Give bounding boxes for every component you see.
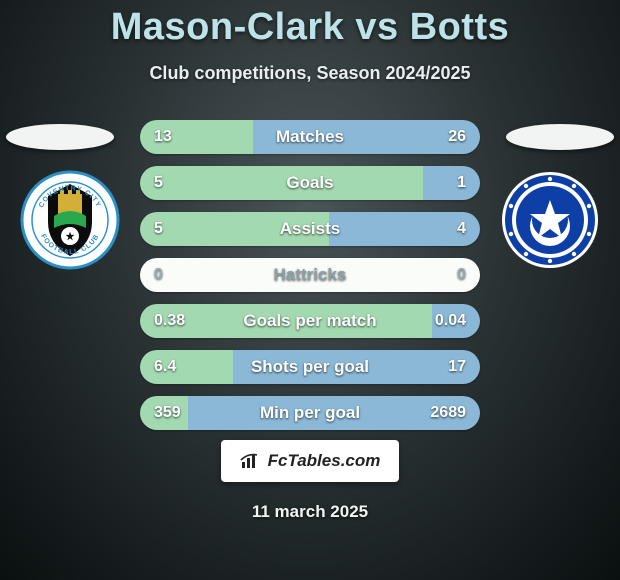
stat-bar: Min per goal3592689 xyxy=(140,396,480,430)
stat-value-right: 26 xyxy=(448,128,466,146)
player-label-left xyxy=(6,124,114,150)
stat-bar: Hattricks00 xyxy=(140,258,480,292)
comparison-title: Mason-Clark vs Botts xyxy=(0,0,620,49)
club-crest-left: COVENTRY CITY FOOTBALL CLUB xyxy=(20,170,120,270)
stat-bar: Goals per match0.380.04 xyxy=(140,304,480,338)
stat-value-right: 0.04 xyxy=(435,312,466,330)
stat-bar: Goals51 xyxy=(140,166,480,200)
comparison-bars: Matches1326Goals51Assists54Hattricks00Go… xyxy=(140,120,480,442)
stat-value-left: 5 xyxy=(154,220,163,238)
comparison-subtitle: Club competitions, Season 2024/2025 xyxy=(0,63,620,84)
stat-bar-left-seg xyxy=(140,258,310,292)
stat-bar-right-seg xyxy=(233,350,480,384)
stat-value-right: 2689 xyxy=(430,404,466,422)
brand-text: FcTables.com xyxy=(268,451,381,471)
brand-badge: FcTables.com xyxy=(221,440,399,482)
stat-value-left: 0.38 xyxy=(154,312,185,330)
stat-bar: Matches1326 xyxy=(140,120,480,154)
club-crest-right xyxy=(500,170,600,270)
stat-bar: Shots per goal6.417 xyxy=(140,350,480,384)
stat-bar-right-seg xyxy=(423,166,480,200)
stat-bar-left-seg xyxy=(140,166,423,200)
stat-value-left: 359 xyxy=(154,404,181,422)
stat-value-right: 1 xyxy=(457,174,466,192)
stat-value-left: 5 xyxy=(154,174,163,192)
chart-icon xyxy=(240,452,262,470)
footer-date: 11 march 2025 xyxy=(0,502,620,522)
stat-bar-right-seg xyxy=(253,120,480,154)
stat-bar-right-seg xyxy=(310,258,480,292)
stat-value-right: 4 xyxy=(457,220,466,238)
player-label-right xyxy=(506,124,614,150)
stat-bar-left-seg xyxy=(140,212,329,246)
stat-value-right: 0 xyxy=(457,266,466,284)
stat-value-left: 13 xyxy=(154,128,172,146)
stat-value-right: 17 xyxy=(448,358,466,376)
stat-value-left: 0 xyxy=(154,266,163,284)
stat-value-left: 6.4 xyxy=(154,358,176,376)
stat-bar: Assists54 xyxy=(140,212,480,246)
